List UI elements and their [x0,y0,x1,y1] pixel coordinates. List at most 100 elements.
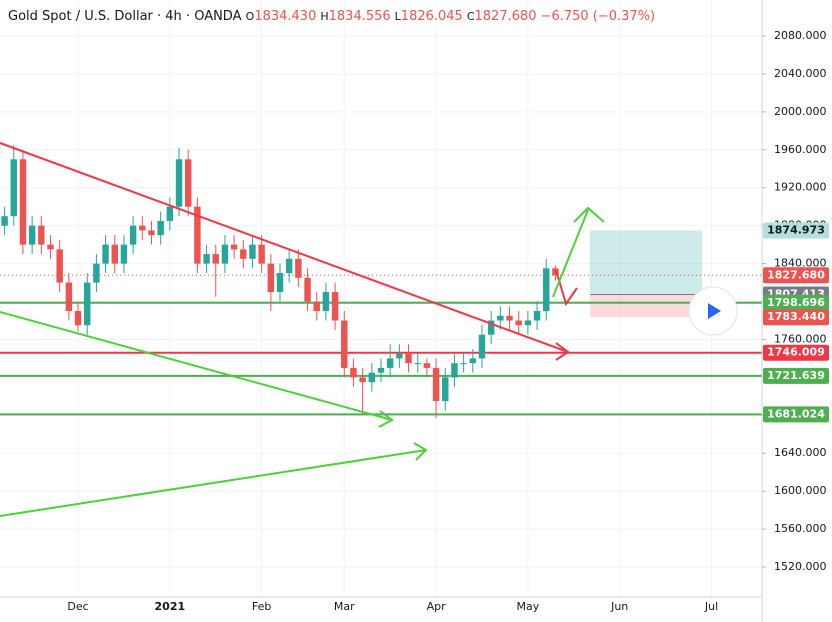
x-tick-label: Mar [334,600,355,613]
candle-body [240,249,247,259]
candle-body [423,363,431,368]
candle-body [139,225,146,231]
price-tag [763,344,829,361]
price-tag-label: 1783.440 [767,310,825,323]
candle-body [166,206,174,221]
y-tick-label: 2040.000 [774,67,827,80]
candle-body [322,292,330,312]
y-tick-label: 1920.000 [774,181,827,194]
candle-body [451,363,458,378]
candle-body [84,282,91,326]
x-tick-label: Feb [252,600,271,613]
candle-body [405,353,412,364]
x-tick-label: Dec [67,600,88,613]
candle-body [194,206,201,264]
price-tag-label: 1827.680 [767,268,825,281]
arrow [552,209,589,298]
stop-zone [590,294,702,318]
price-tag [763,294,829,311]
candle-body [469,358,477,364]
x-tick-label: 2021 [155,600,186,613]
price-tag [763,406,829,423]
trendline [0,449,427,517]
candle-body [285,258,293,274]
candle-body [65,282,73,312]
candle-body [414,363,421,365]
ohlc-value: 1826.045 [400,9,463,24]
price-tag [763,309,829,326]
y-tick-label: 2080.000 [774,29,827,42]
play-button[interactable] [688,286,738,336]
candle-body [148,230,155,236]
y-tick-label: 2000.000 [774,105,827,118]
y-tick-label: 1640.000 [774,446,827,459]
price-tag [763,267,829,284]
ohlc-value: 1834.556 [328,9,391,24]
candle-body [129,225,137,245]
candles [1,145,559,419]
price-tag-label: 1798.696 [767,296,825,309]
candle-body [258,244,265,264]
candle-body [524,320,532,326]
y-tick-label: 1600.000 [774,484,827,497]
arrow-head [413,442,428,461]
candle-body [506,315,513,321]
play-icon[interactable] [708,303,721,319]
candle-body [313,301,320,312]
x-tick-label: May [517,600,540,613]
ohlc-key: L [394,10,401,23]
candle-body [386,358,394,368]
candle-body [497,315,504,321]
ohlc-value: 1834.430 [254,9,317,24]
price-tag-label: 1721.639 [767,369,825,382]
candle-body [230,244,238,250]
candle-body [442,377,449,402]
candle-body [19,159,27,245]
candle-body [460,363,467,365]
candle-body [10,159,17,217]
candle-body [543,268,550,312]
y-tick-label: 1960.000 [774,143,827,156]
legend-header: Gold Spot / U.S. Dollar · 4h · OANDA O18… [8,9,660,24]
candle-body [203,254,210,264]
price-tag-label: 1874.973 [767,223,825,236]
candle-body [478,334,486,359]
candle-body [396,353,403,359]
candle-body [331,292,339,321]
trendline [0,311,393,421]
arrow-head [378,410,394,428]
candle-body [359,377,366,383]
ohlc-key: O [245,10,255,23]
y-tick-label: 1840.000 [774,257,827,270]
candle-body [276,273,284,293]
candle-body [74,311,82,326]
target-zone [590,230,702,295]
arrow-head [555,342,570,361]
trendline [0,142,569,353]
candle-body [47,244,54,250]
candle-body [295,258,302,278]
price-tag-label: 1681.024 [767,407,825,420]
trend-drawings [0,142,605,517]
x-tick-label: Jul [704,600,718,613]
candle-body [487,320,495,335]
ohlc-value: 1827.680 [474,9,537,24]
candle-body [28,225,36,245]
candle-body [304,277,311,302]
change: −6.750 (−0.37%) [540,9,656,24]
symbol: Gold Spot / U.S. Dollar · 4h · OANDA [8,9,242,24]
y-tick-label: 1520.000 [774,560,827,573]
candle-body [157,220,164,236]
candle-body [267,263,275,293]
axes: 1520.0001560.0001600.0001640.0001680.000… [67,29,829,613]
candle-body [341,320,348,368]
candle-body [56,249,63,283]
price-tag [763,222,829,239]
candle-body [249,244,256,259]
price-tag-label: 1746.009 [767,346,825,359]
candle-body [368,372,376,383]
ohlc-key: C [466,10,475,23]
candle-body [212,254,219,264]
